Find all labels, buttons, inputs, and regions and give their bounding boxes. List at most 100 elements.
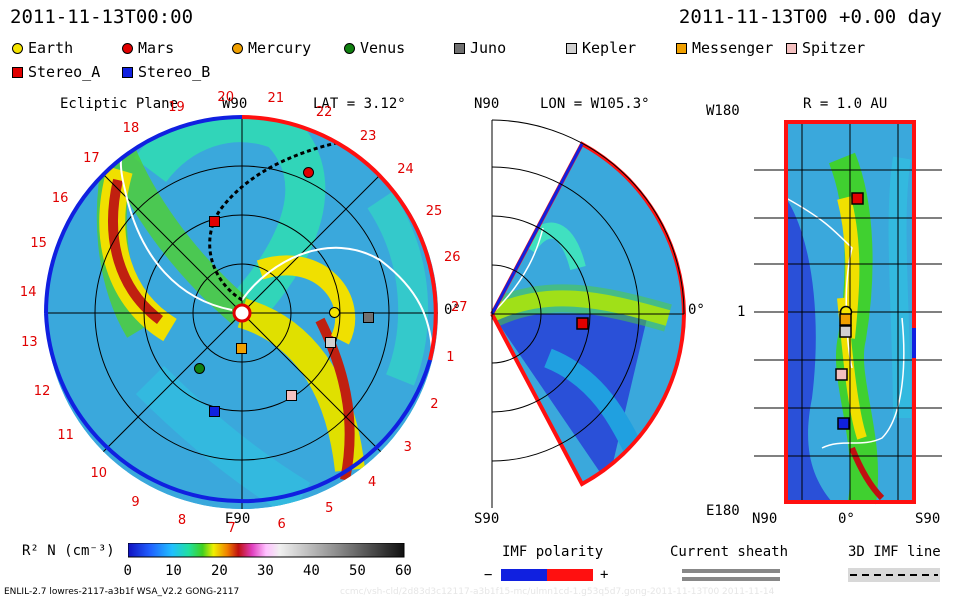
carrington-label: 12 [33,383,51,399]
legend-item-messenger: Messenger [676,39,773,57]
footer-watermark: ccmc/vsh-cld/2d83d3c12117-a3b1f15-mc/ulm… [340,587,775,597]
carrington-label: 18 [122,120,140,136]
meridional-stereo-a-marker [576,317,589,330]
footer-model: ENLIL-2.7 lowres-2117-a3b1f WSA_V2.2 GON… [4,587,240,597]
meridional-right-label: 0° [688,302,705,318]
square-marker-icon [786,43,797,54]
venus-marker [194,363,205,374]
imf-minus: − [484,567,493,583]
square-marker-icon [122,67,133,78]
circle-marker-icon [232,43,243,54]
carrington-label: 13 [21,335,38,351]
legend-item-label: Stereo_B [138,63,211,81]
meridional-lon-label: LON = W105.3° [540,96,650,112]
radial-bottom-left: E180 [706,503,740,519]
radial-stereo-b-marker [837,417,850,430]
colorbar-tick-label: 0 [123,563,132,579]
carrington-label: 4 [367,475,377,491]
radial-x-right: S90 [915,511,941,527]
carrington-label: 3 [403,439,412,455]
carrington-label: 2 [430,397,439,413]
colorbar-tick-label: 20 [211,563,228,579]
carrington-label: 27 [450,299,468,315]
meridional-bottom-left: S90 [474,511,500,527]
current-sheath-label: Current sheath [670,544,789,560]
mars-marker [303,167,314,178]
radial-title: R = 1.0 AU [803,96,888,112]
meridional-top-left: N90 [474,96,500,112]
carrington-label: 21 [267,91,285,107]
carrington-label: 6 [277,516,286,532]
legend-item-juno: Juno [454,39,506,57]
ecliptic-top-label: W90 [222,96,248,112]
carrington-label: 9 [131,494,140,510]
legend-item-label: Messenger [692,39,774,57]
header-right-time: 2011-11-13T00 +0.00 day [678,6,942,28]
square-marker-icon [676,43,687,54]
messenger-marker [236,343,247,354]
legend-item-label: Juno [470,39,507,57]
ecliptic-lat-label: LAT = 3.12° [313,96,406,112]
radial-top-left: W180 [706,103,740,119]
radial-x-left: N90 [752,511,778,527]
legend-item-label: Kepler [582,39,637,57]
circle-marker-icon [12,43,23,54]
radial-kepler-marker [839,325,852,338]
legend-item-spitzer: Spitzer [786,39,865,57]
radial-mid-left: 1 [737,304,746,320]
carrington-label: 7 [227,520,236,536]
carrington-label: 26 [443,250,461,266]
legend-item-earth: Earth [12,39,73,57]
current-sheath-swatch-top [682,569,780,573]
carrington-label: 10 [90,465,107,481]
carrington-label: 19 [168,99,185,115]
imf-positive-swatch [547,569,593,581]
stereo-a-marker [209,216,220,227]
carrington-label: 17 [83,151,100,167]
juno-marker [363,312,374,323]
carrington-label: 11 [57,427,74,443]
stereo-b-marker [209,406,220,417]
colorbar-tick-label: 30 [257,563,274,579]
colorbar-tick-label: 40 [303,563,320,579]
colorbar-label: R² N (cm⁻³) [22,543,115,559]
carrington-label: 8 [177,513,187,529]
legend-item-label: Mars [138,39,175,57]
colorbar-tick-label: 60 [395,563,412,579]
legend-item-mercury: Mercury [232,39,311,57]
radial-spitzer-marker [835,368,848,381]
legend-item-venus: Venus [344,39,405,57]
imf-plus: + [600,567,609,583]
current-sheath-swatch-bottom [682,577,780,581]
square-marker-icon [12,67,23,78]
legend-item-label: Spitzer [802,39,866,57]
colorbar-tick-label: 10 [165,563,182,579]
legend-item-label: Earth [28,39,74,57]
meridional-plot [490,119,686,508]
legend-item-label: Venus [360,39,406,57]
imf-line-swatch [848,568,940,582]
carrington-label: 14 [19,284,37,300]
legend-item-kepler: Kepler [566,39,636,57]
imf-negative-swatch [501,569,547,581]
imf-polarity-label: IMF polarity [502,544,604,560]
header-left-time: 2011-11-13T00:00 [10,6,194,28]
spitzer-marker [286,390,297,401]
carrington-label: 25 [425,203,443,219]
legend-item-label: Stereo_A [28,63,101,81]
carrington-label: 22 [315,104,333,120]
radial-stereo-a-marker [851,192,864,205]
legend-item-stereo-b: Stereo_B [122,63,210,81]
carrington-label: 24 [397,162,414,178]
radial-messenger-marker [839,313,852,326]
carrington-label: 20 [217,89,234,105]
legend-item-label: Mercury [248,39,312,57]
colorbar [128,543,405,558]
earth-marker [329,307,340,318]
carrington-label: 23 [359,128,377,144]
square-marker-icon [454,43,465,54]
circle-marker-icon [122,43,133,54]
kepler-marker [325,337,336,348]
colorbar-tick-label: 50 [349,563,366,579]
carrington-label: 5 [325,501,334,517]
